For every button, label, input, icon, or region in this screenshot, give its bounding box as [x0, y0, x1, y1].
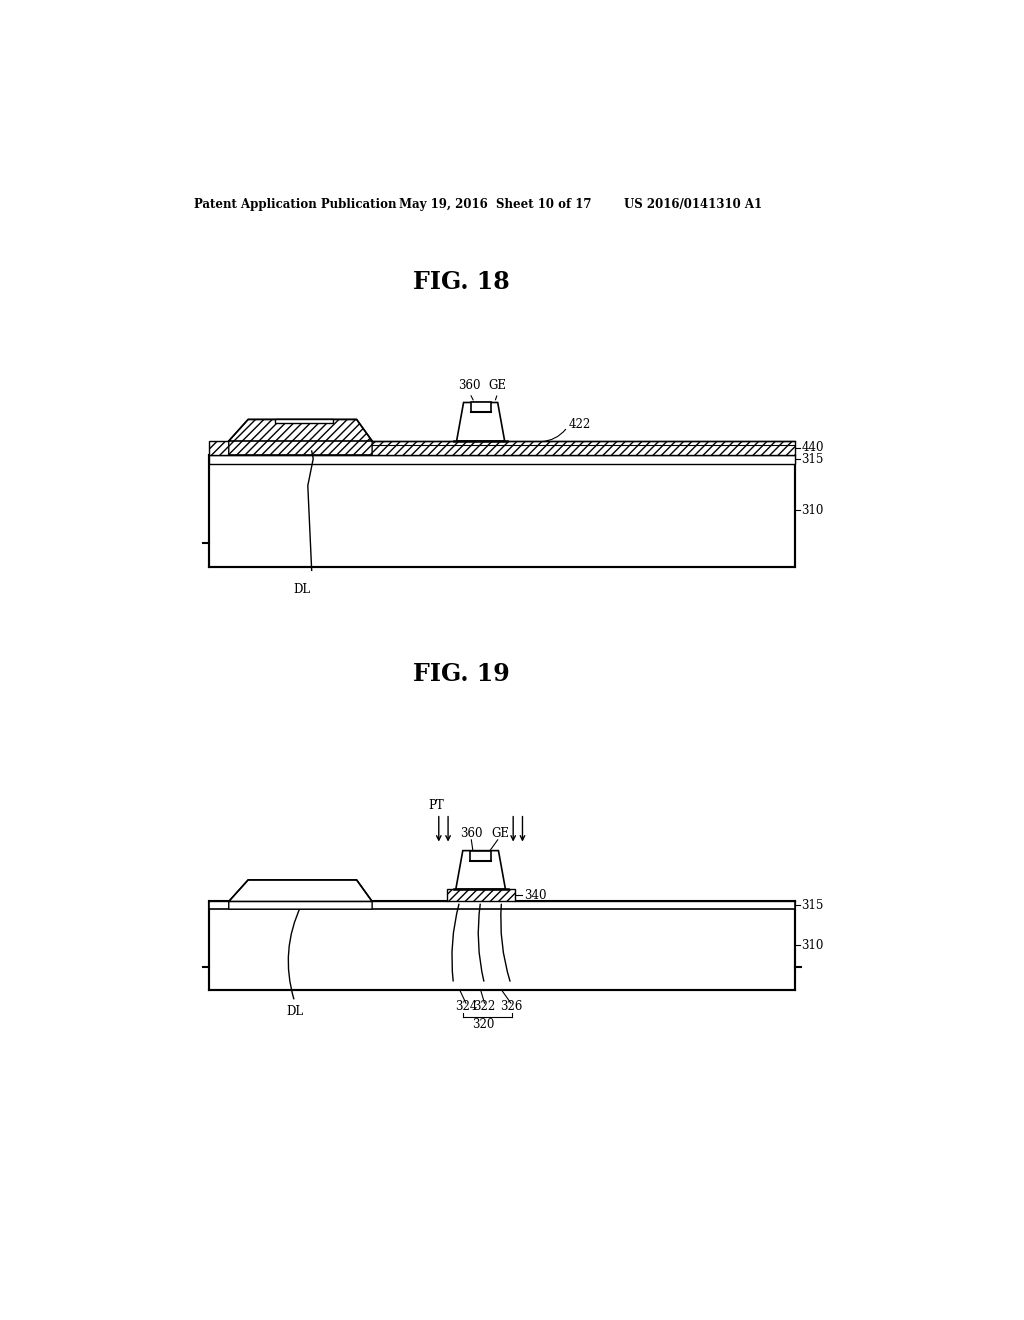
Text: May 19, 2016  Sheet 10 of 17: May 19, 2016 Sheet 10 of 17 — [399, 198, 592, 211]
Text: 326: 326 — [500, 1001, 522, 1014]
Text: 360: 360 — [460, 828, 482, 841]
Bar — [446, 890, 515, 902]
Polygon shape — [457, 403, 505, 441]
Text: DL: DL — [286, 1005, 303, 1018]
FancyArrowPatch shape — [542, 429, 565, 442]
Text: 360: 360 — [459, 379, 481, 392]
Polygon shape — [228, 880, 372, 909]
Text: 310: 310 — [802, 504, 824, 517]
Text: 315: 315 — [802, 899, 824, 912]
Text: DL: DL — [294, 583, 311, 597]
Polygon shape — [456, 850, 506, 890]
Text: 324: 324 — [455, 1001, 477, 1014]
Text: 322: 322 — [473, 1001, 496, 1014]
Bar — [470, 850, 492, 861]
Bar — [209, 902, 795, 909]
Bar — [275, 420, 334, 424]
Bar — [471, 403, 490, 412]
Text: 440: 440 — [802, 441, 824, 454]
Bar — [209, 455, 795, 465]
Text: 310: 310 — [802, 939, 824, 952]
Text: Patent Application Publication: Patent Application Publication — [194, 198, 396, 211]
Text: FIG. 18: FIG. 18 — [413, 269, 510, 293]
Bar — [209, 902, 795, 990]
Bar — [209, 441, 795, 455]
Text: 320: 320 — [472, 1018, 495, 1031]
Bar — [209, 455, 795, 566]
Text: GE: GE — [492, 828, 510, 841]
Text: PT: PT — [429, 800, 444, 813]
Text: GE: GE — [488, 379, 507, 392]
Text: 340: 340 — [524, 888, 547, 902]
Polygon shape — [228, 420, 372, 455]
Text: 422: 422 — [568, 417, 591, 430]
Text: 315: 315 — [802, 453, 824, 466]
Text: FIG. 19: FIG. 19 — [413, 663, 510, 686]
Text: US 2016/0141310 A1: US 2016/0141310 A1 — [624, 198, 762, 211]
